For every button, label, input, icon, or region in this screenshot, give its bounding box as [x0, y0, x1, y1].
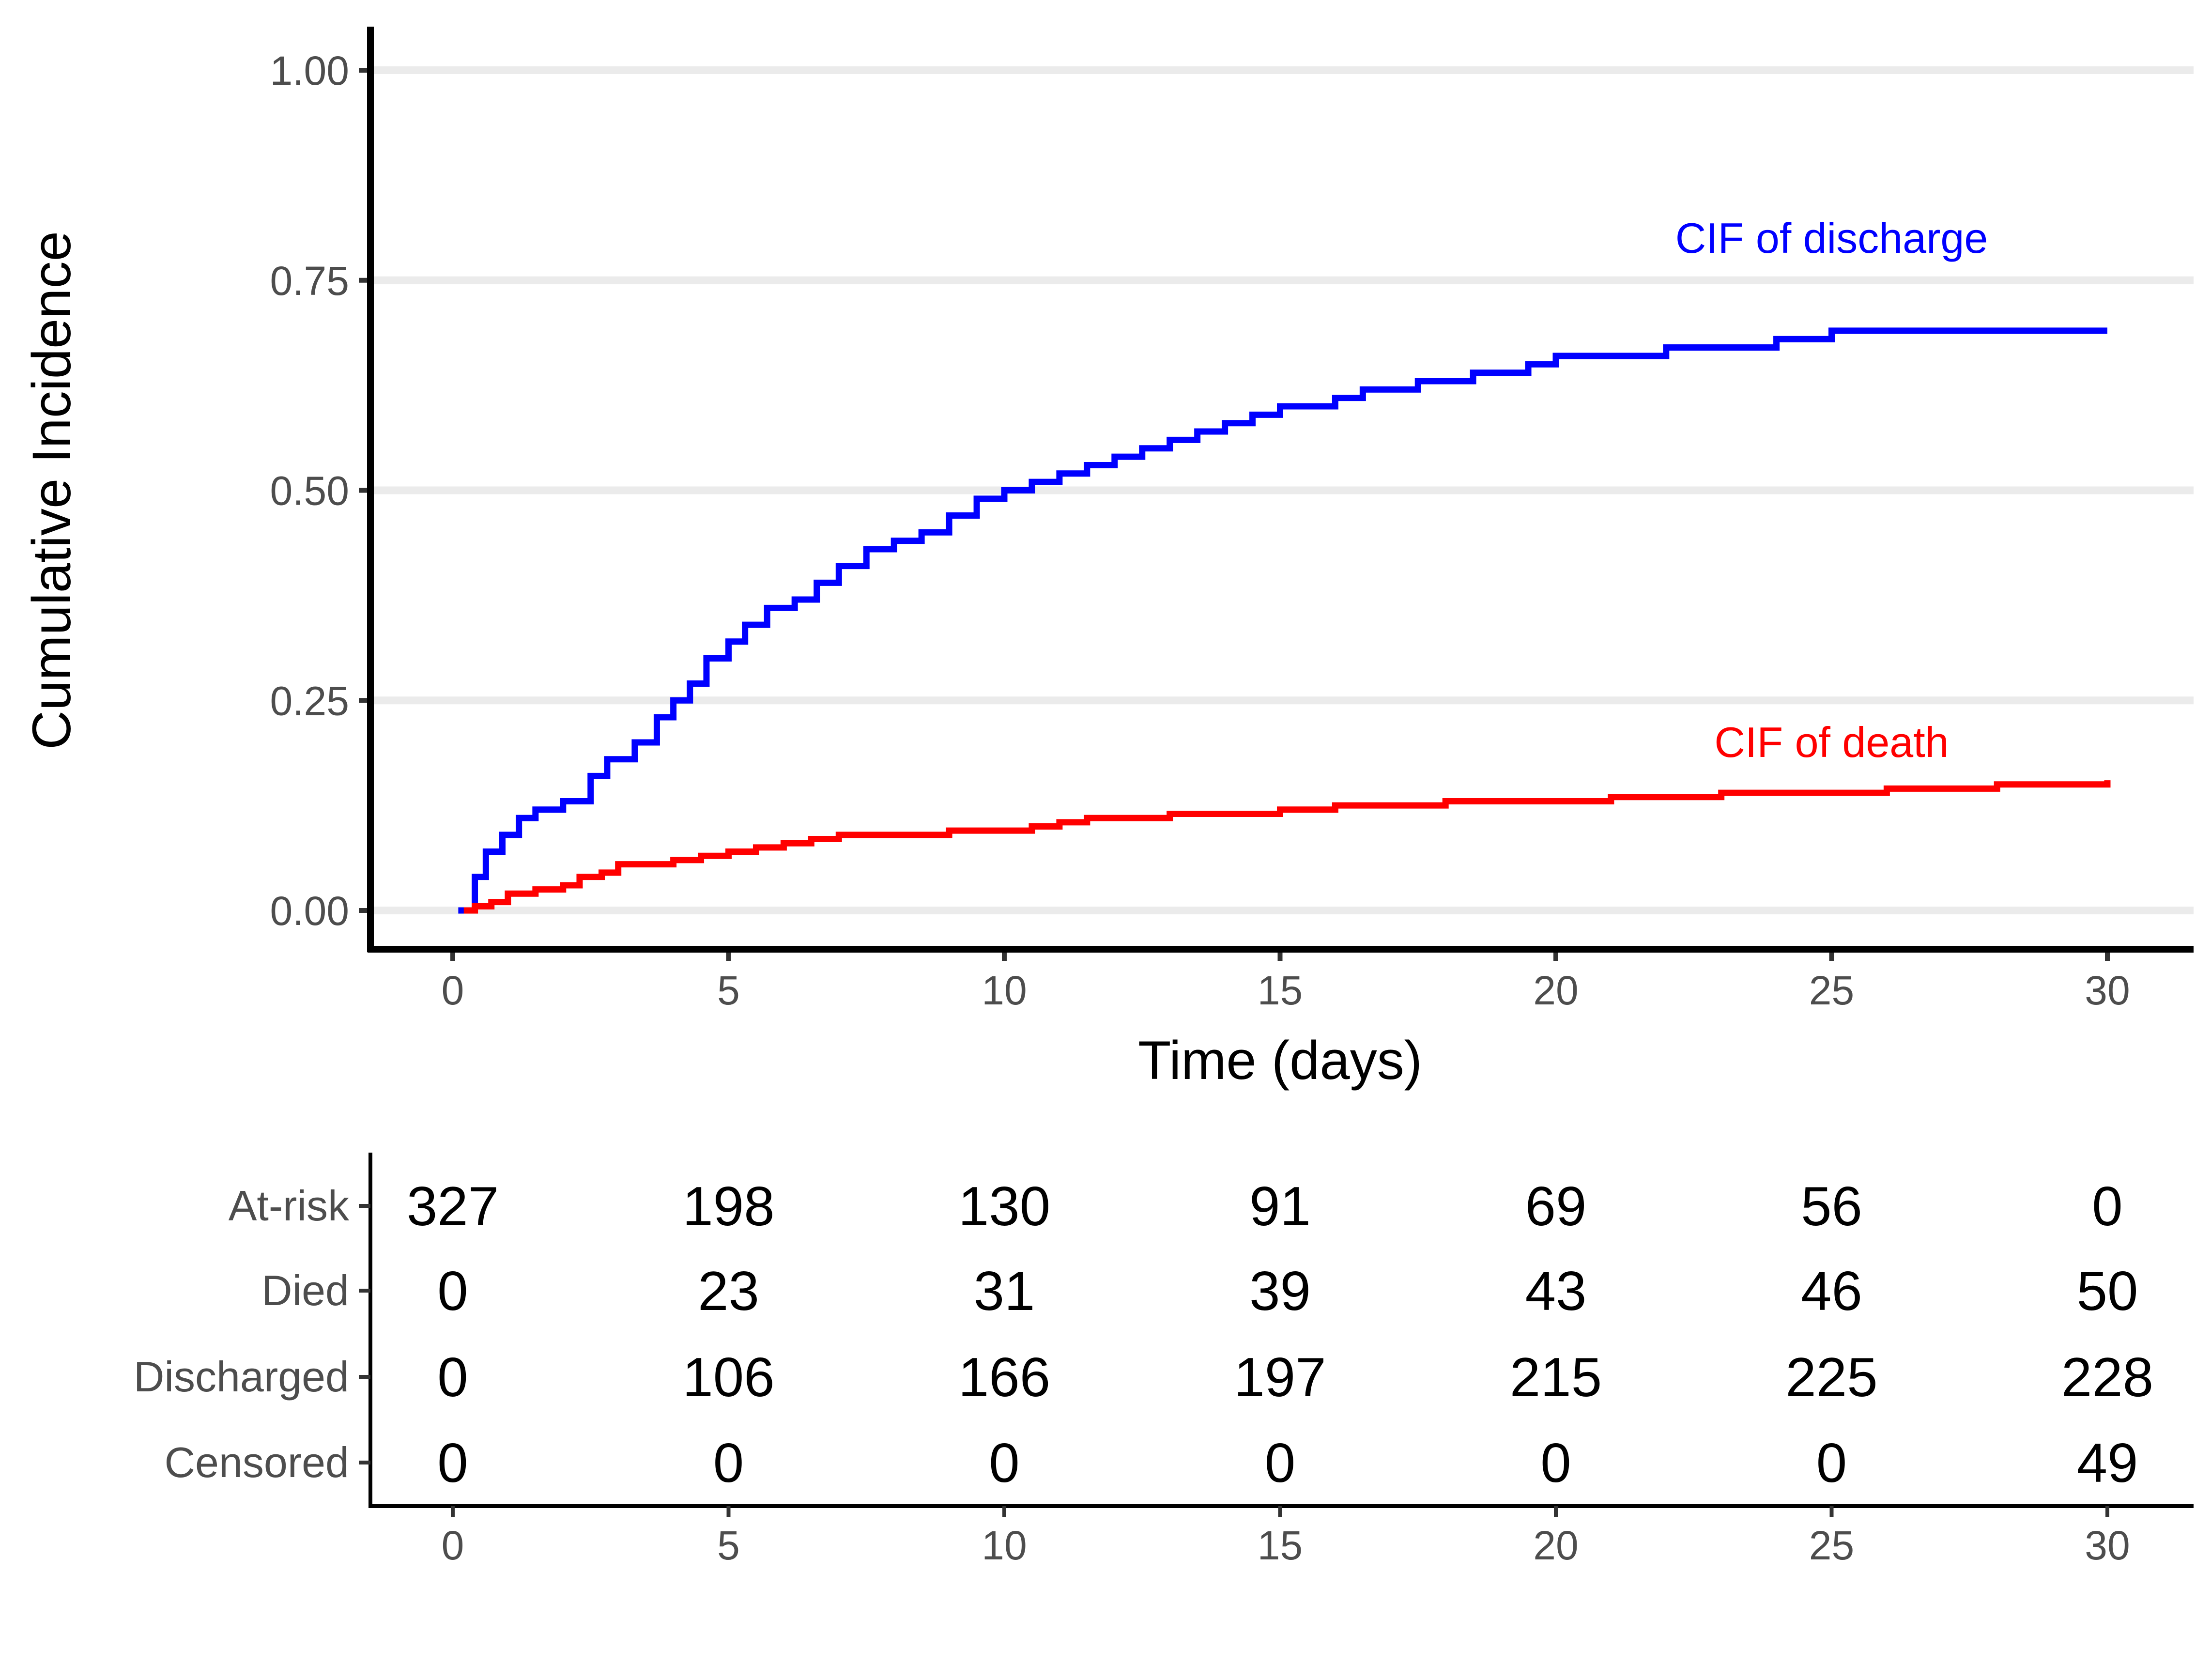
y-tick-label: 0.25: [270, 678, 350, 724]
table-cell: 130: [958, 1176, 1050, 1237]
table-cell: 56: [1801, 1176, 1862, 1237]
table-cell: 91: [1249, 1176, 1311, 1237]
table-cell: 0: [437, 1261, 468, 1322]
table-row-label: Censored: [164, 1438, 349, 1486]
table-cell: 0: [437, 1433, 468, 1494]
x-tick-label: 10: [982, 968, 1027, 1013]
table-cell: 50: [2077, 1261, 2138, 1322]
x-tick-label: 0: [442, 968, 464, 1013]
table-x-tick-label: 10: [982, 1523, 1027, 1568]
table-cell: 197: [1234, 1347, 1326, 1408]
annotation-discharge: CIF of discharge: [1675, 214, 1988, 262]
x-axis-title: Time (days): [1138, 1030, 1422, 1091]
table-cell: 327: [407, 1176, 499, 1237]
y-tick-label: 0.75: [270, 258, 350, 304]
table-cell: 69: [1525, 1176, 1587, 1237]
axes: 0.00 0.25 0.50 0.75 1.00 0 5 10 15 20 25 30: [270, 27, 2194, 1013]
x-tick-label: 30: [2085, 968, 2130, 1013]
table-cell: 43: [1525, 1261, 1587, 1322]
table-cell: 0: [989, 1433, 1019, 1494]
table-x-tick-label: 30: [2085, 1523, 2130, 1568]
x-tick-label: 15: [1258, 968, 1303, 1013]
annotations: CIF of discharge CIF of death: [1675, 214, 1988, 766]
table-cell: 166: [958, 1347, 1050, 1408]
table-x-tick-label: 15: [1258, 1523, 1303, 1568]
table-x-tick-label: 5: [717, 1523, 740, 1568]
table-row-label: Discharged: [134, 1353, 349, 1401]
x-tick-label: 25: [1809, 968, 1854, 1013]
table-cell: 228: [2061, 1347, 2153, 1408]
table-cell: 0: [713, 1433, 744, 1494]
y-tick-label: 1.00: [270, 48, 350, 93]
y-tick-label: 0.00: [270, 888, 350, 934]
table-cell: 0: [2092, 1176, 2122, 1237]
table-cell: 31: [974, 1261, 1035, 1322]
annotation-death: CIF of death: [1714, 718, 1949, 766]
table-cell: 198: [682, 1176, 774, 1237]
table-cell: 23: [698, 1261, 759, 1322]
table-cell: 0: [1265, 1433, 1295, 1494]
table-x-tick-label: 25: [1809, 1523, 1854, 1568]
series-line-discharge: [458, 327, 2107, 914]
table-row-label: Died: [261, 1266, 349, 1314]
table-row-label: At-risk: [229, 1182, 350, 1230]
table-x-tick-label: 20: [1533, 1523, 1578, 1568]
series-lines: [458, 327, 2111, 914]
table-cell: 46: [1801, 1261, 1862, 1322]
table-cell: 0: [437, 1347, 468, 1408]
table-cell: 225: [1785, 1347, 1877, 1408]
table-cell: 0: [1540, 1433, 1571, 1494]
table-cell: 106: [682, 1347, 774, 1408]
table-cell: 39: [1249, 1261, 1311, 1322]
table-x-tick-label: 0: [442, 1523, 464, 1568]
y-tick-label: 0.50: [270, 468, 350, 514]
series-line-death: [463, 780, 2111, 914]
x-tick-label: 20: [1533, 968, 1578, 1013]
table-cell: 215: [1510, 1347, 1602, 1408]
x-tick-label: 5: [717, 968, 740, 1013]
table-cell: 0: [1816, 1433, 1847, 1494]
y-axis-title: Cumulative Incidence: [21, 231, 82, 750]
table-cell: 49: [2077, 1433, 2138, 1494]
